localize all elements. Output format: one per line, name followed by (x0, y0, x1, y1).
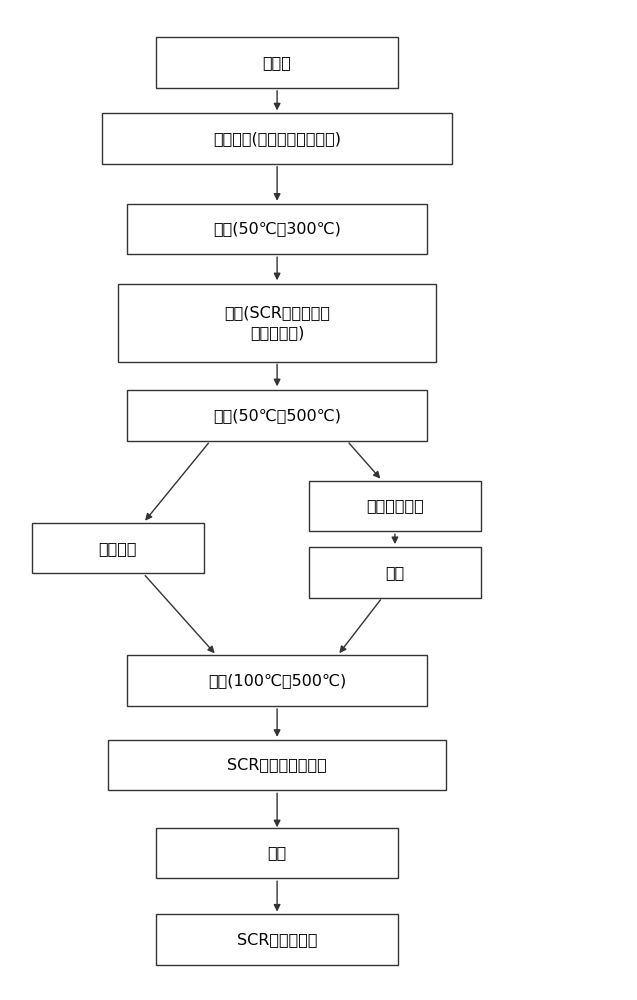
Text: 装配: 装配 (268, 846, 287, 861)
Bar (102, 113, 452, 164)
Bar (32, 523, 204, 573)
Text: 干燥(50℃至300℃): 干燥(50℃至300℃) (213, 221, 341, 236)
Bar (156, 37, 398, 88)
Bar (118, 284, 436, 362)
Text: 打底涂覆(基于硅酮的聚合物): 打底涂覆(基于硅酮的聚合物) (213, 131, 341, 146)
Text: 烘焙(100℃至500℃): 烘焙(100℃至500℃) (208, 673, 347, 688)
Bar (127, 390, 427, 441)
Text: 切割薄片: 切割薄片 (99, 541, 137, 556)
Text: 干燥(50℃至500℃): 干燥(50℃至500℃) (213, 408, 341, 423)
Bar (127, 655, 427, 706)
Bar (108, 740, 446, 790)
Text: 涂覆(SCR用催化剂的
涂层组合物): 涂覆(SCR用催化剂的 涂层组合物) (224, 305, 330, 340)
Bar (156, 914, 398, 965)
Text: 形成波形薄片: 形成波形薄片 (366, 499, 424, 514)
Text: SCR催化剂模块: SCR催化剂模块 (237, 932, 317, 947)
Bar (309, 547, 481, 598)
Bar (127, 204, 427, 254)
Bar (156, 828, 398, 878)
Text: 金属网: 金属网 (262, 55, 292, 70)
Bar (309, 481, 481, 531)
Text: 切割: 切割 (385, 565, 404, 580)
Text: SCR催化剂模块元件: SCR催化剂模块元件 (227, 758, 327, 773)
